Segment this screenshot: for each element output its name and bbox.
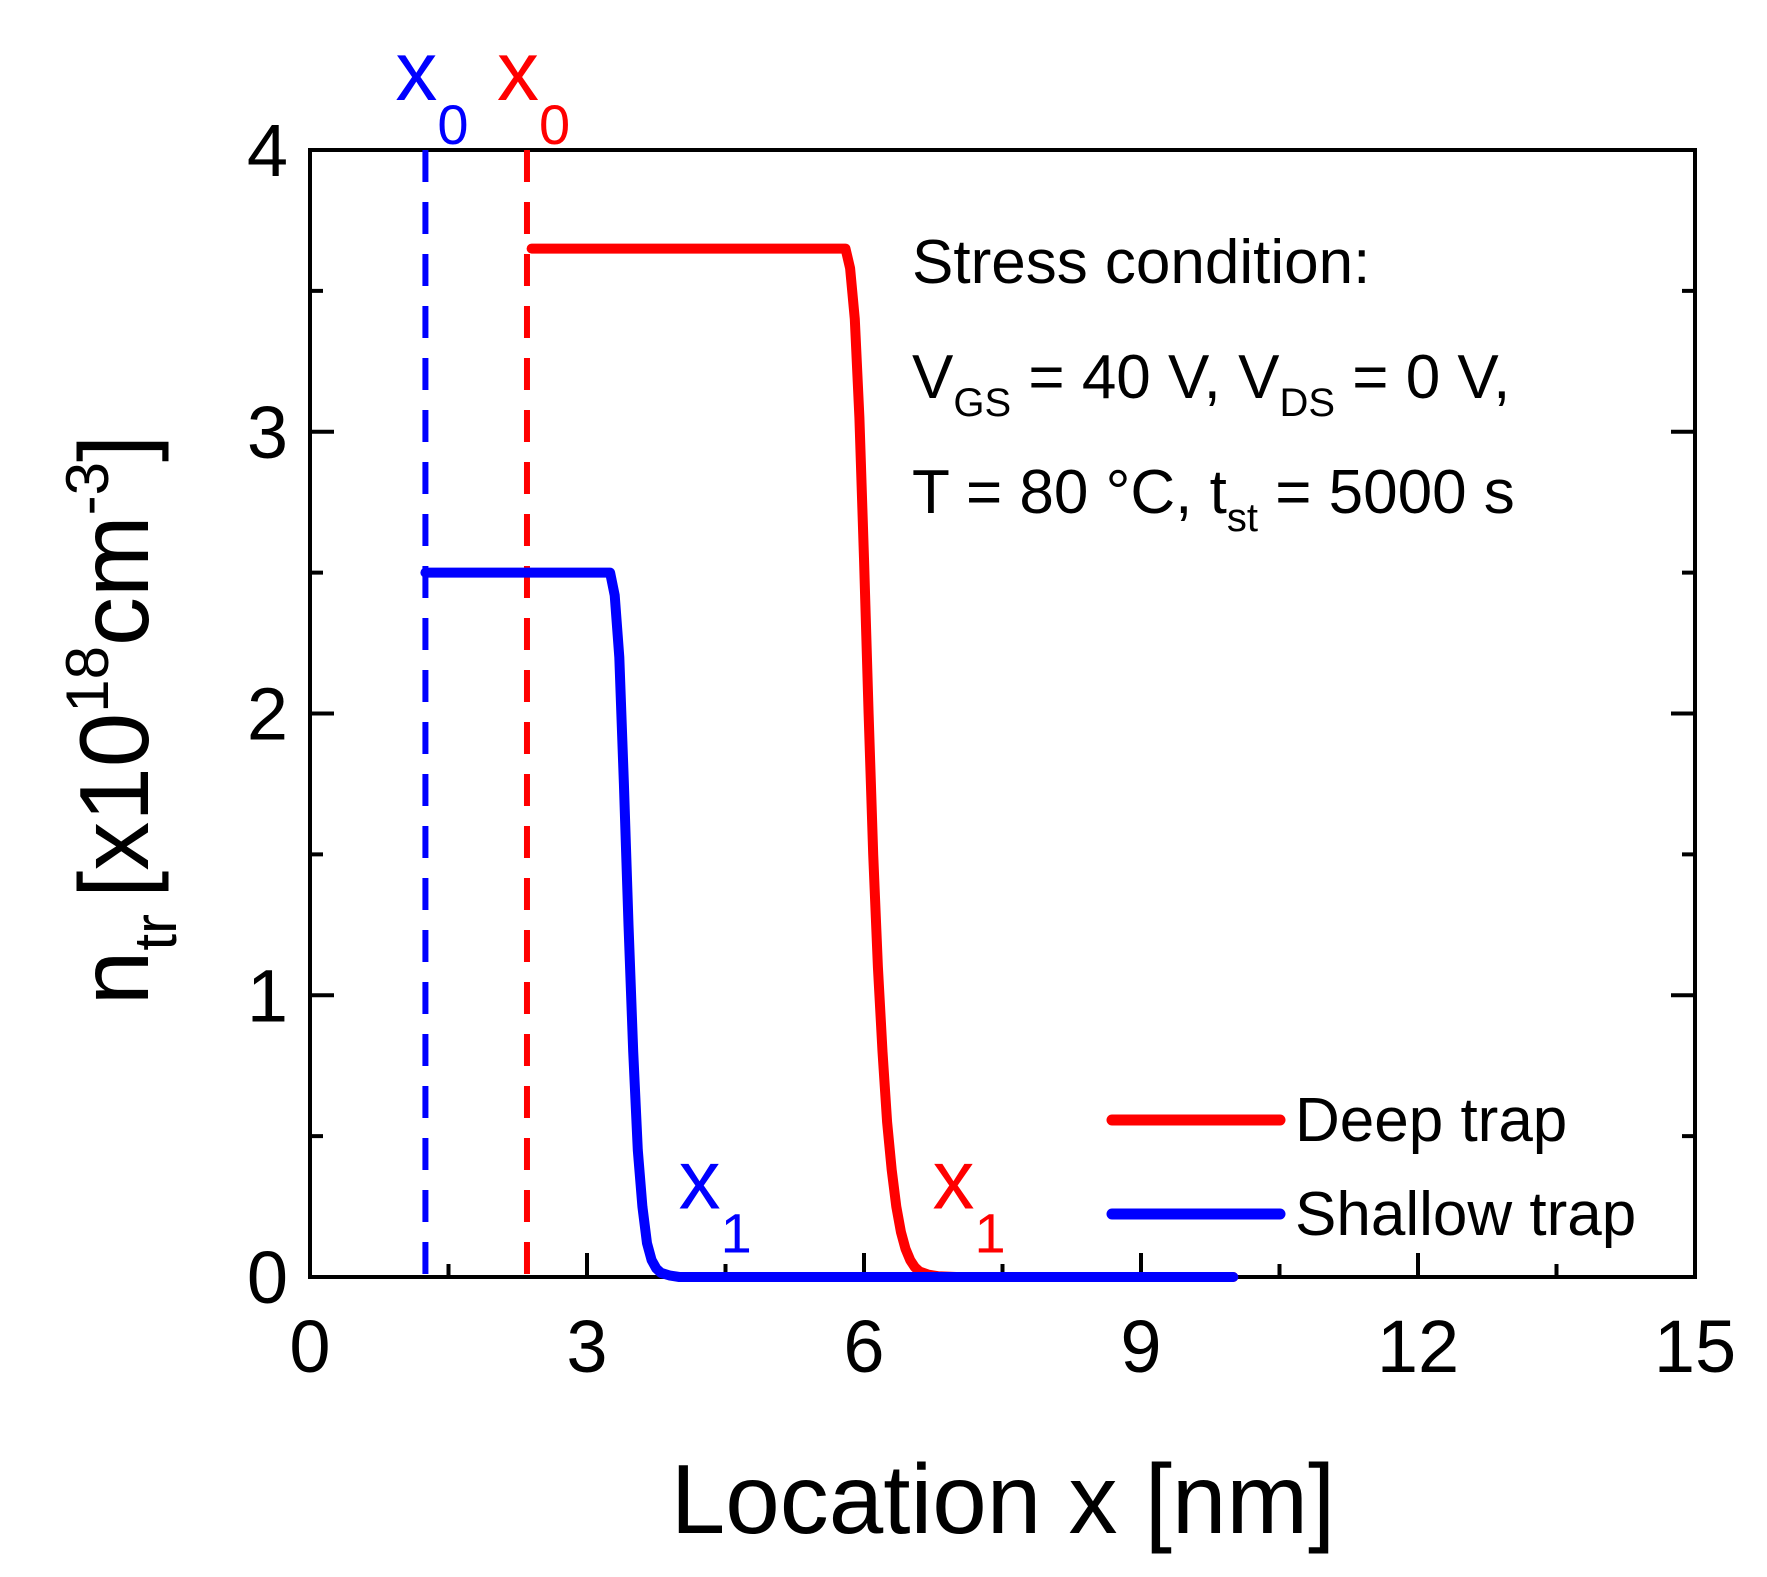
data-series (420, 243, 1239, 1282)
y-tick-label: 0 (247, 1236, 288, 1319)
legend-label-shallow-trap: Shallow trap (1295, 1180, 1636, 1249)
annotation-line-2: VGS = 40 V, VDS = 0 V, (912, 343, 1510, 425)
y-tick-label: 4 (247, 109, 288, 192)
marker-label-1: x0 (497, 24, 570, 156)
marker-label-2: x1 (679, 1132, 752, 1264)
y-axis-title-sub: tr (122, 914, 189, 951)
stress-annotation: Stress condition: VGS = 40 V, VDS = 0 V,… (912, 228, 1515, 540)
annotation-line-3: T = 80 °C, tst = 5000 s (912, 458, 1515, 540)
y-axis-title-unit-exp: -3 (54, 462, 121, 515)
series-shallow-trap (420, 567, 1239, 1282)
legend-label-deep-trap: Deep trap (1295, 1086, 1567, 1155)
x-tick-label: 9 (1120, 1305, 1161, 1388)
y-axis-title-exp: 18 (54, 646, 121, 713)
svg-text:ntr[x1018cm-3]: ntr [x1018cm-3] (54, 435, 189, 1005)
x-tick-label: 3 (566, 1305, 607, 1388)
y-tick-label: 3 (247, 391, 288, 474)
axis-ticks (308, 148, 1697, 1279)
y-tick-label: 1 (247, 954, 288, 1037)
y-axis-title-main: n (59, 951, 169, 1006)
x-tick-label: 12 (1377, 1305, 1459, 1388)
marker-label-3: x1 (932, 1132, 1005, 1264)
y-axis-title-close: ] (59, 435, 169, 462)
x-tick-label: 15 (1654, 1305, 1736, 1388)
legend: Deep trap Shallow trap (1106, 1086, 1636, 1249)
y-axis-title: ntr [x1018cm-3] (54, 435, 189, 1005)
reference-lines (422, 150, 530, 1277)
y-axis-title-unit: cm (59, 515, 169, 646)
y-axis-title-bracket: [x10 (59, 713, 169, 898)
x-tick-label: 6 (843, 1305, 884, 1388)
annotation-line-1: Stress condition: (912, 228, 1370, 297)
y-tick-label: 2 (247, 673, 288, 756)
x-tick-label: 0 (289, 1305, 330, 1388)
x-axis-title: Location x [nm] (671, 1444, 1336, 1554)
marker-label-0: x0 (395, 24, 468, 156)
